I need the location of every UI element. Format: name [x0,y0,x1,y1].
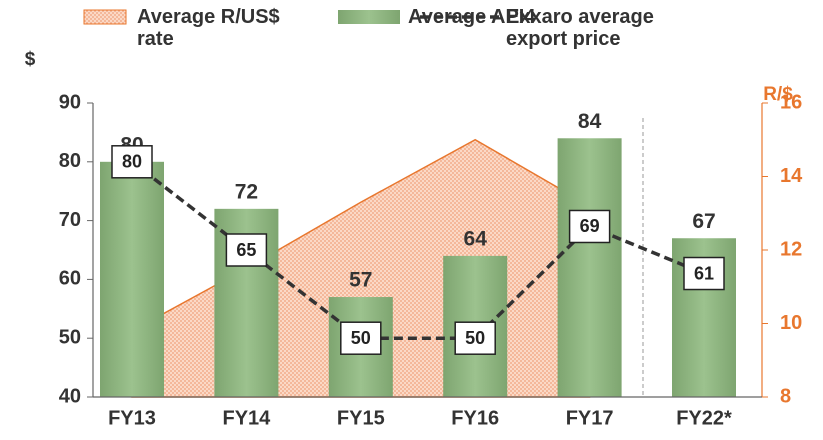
x-tick-label: FY16 [451,407,499,429]
x-tick-label: FY14 [222,407,271,429]
bar-label: 64 [464,227,488,250]
y2-tick-label: 8 [780,385,791,407]
y2-tick-label: 14 [780,165,803,187]
bar [557,138,622,397]
y-tick-label: 80 [59,150,81,172]
legend-swatch-bar [338,10,400,24]
line-label: 50 [465,328,485,348]
line-label: 69 [580,216,600,236]
bar-label: 84 [578,110,602,133]
y-tick-label: 50 [59,326,81,348]
legend-label: Exxaro average export price [506,6,654,50]
y2-tick-label: 16 [780,91,802,113]
legend-label: Average API4 [408,6,536,28]
line-label-box [340,321,382,355]
y-tick-label: 90 [59,91,81,113]
line-label: 80 [122,152,142,172]
line-label: 65 [236,240,256,260]
y-axis-label: $ [25,49,36,70]
x-tick-label: FY22* [676,407,732,429]
x-tick-label: FY13 [108,407,156,429]
y-tick-label: 70 [59,209,81,231]
y2-axis-label: R/$ [763,84,793,105]
legend-label: Average R/US$ rate [137,6,280,50]
line-label-box [225,233,268,267]
line-label: 61 [694,263,714,283]
line-label-box [683,256,725,291]
line-label-box [111,145,153,179]
y-tick-label: 60 [59,268,81,290]
y-tick-label: 40 [59,385,81,407]
line-label-box [568,209,611,244]
bar-label: 57 [349,269,372,292]
x-tick-label: FY17 [566,407,614,429]
line-label-box [454,321,496,355]
line-label: 50 [351,328,371,348]
x-tick-label: FY15 [337,407,385,429]
bar [100,161,164,397]
y2-tick-label: 12 [780,238,802,260]
bar-label: 67 [692,210,715,233]
legend-swatch-area [83,9,127,25]
y2-tick-label: 10 [780,312,802,334]
bar-label: 72 [235,180,258,203]
